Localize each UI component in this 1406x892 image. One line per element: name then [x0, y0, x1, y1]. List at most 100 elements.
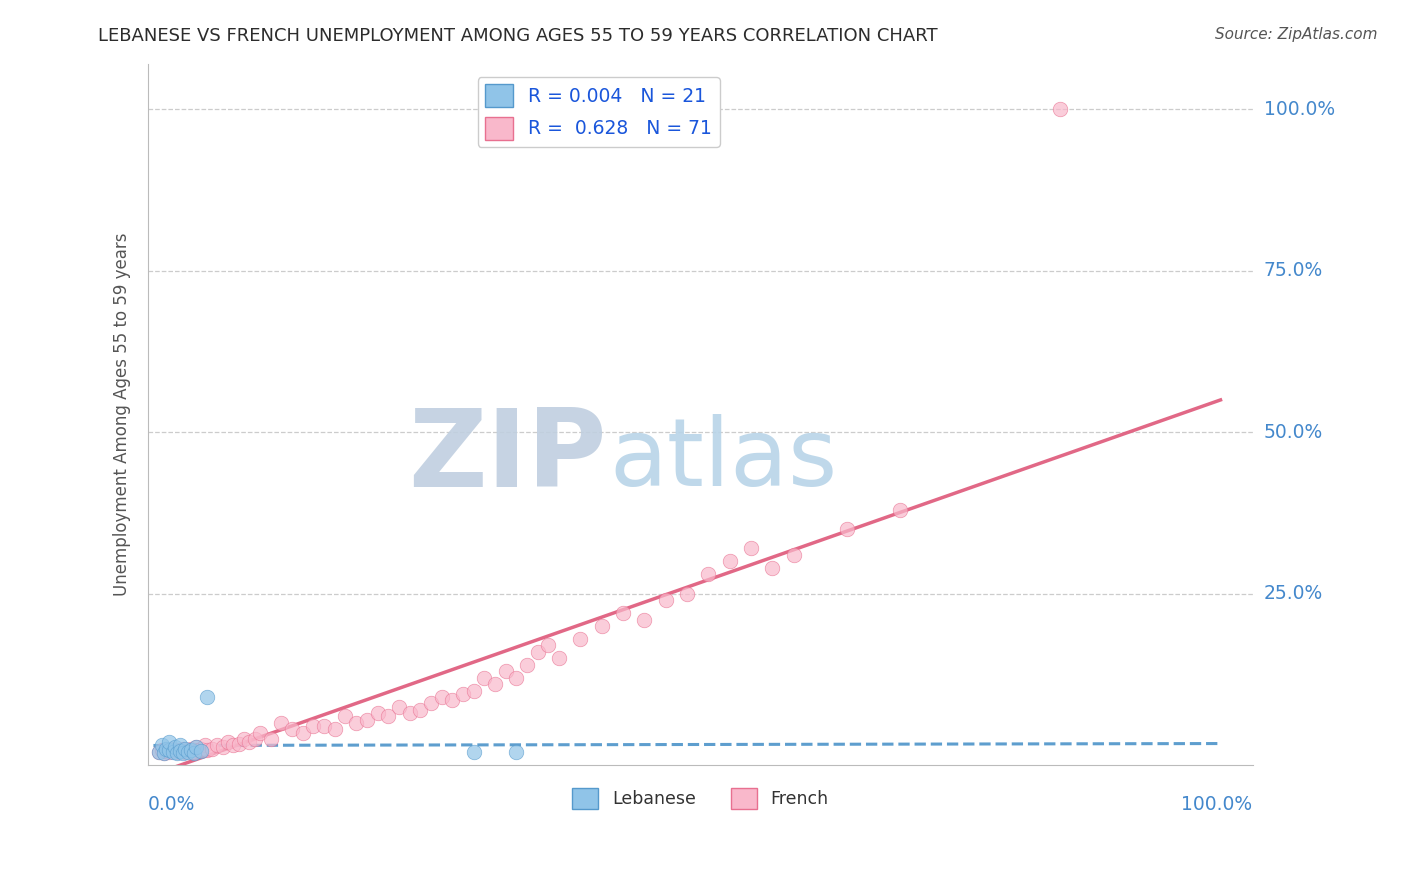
- Point: [633, 613, 655, 627]
- Point: [163, 743, 186, 757]
- Point: [569, 632, 592, 646]
- Point: [228, 737, 250, 751]
- Point: [148, 745, 170, 759]
- Point: [740, 541, 762, 556]
- Point: [180, 741, 202, 756]
- Point: [591, 619, 613, 633]
- Text: 0.0%: 0.0%: [148, 796, 195, 814]
- Point: [718, 554, 741, 568]
- Point: [463, 683, 485, 698]
- Point: [169, 743, 191, 757]
- Point: [548, 651, 571, 665]
- Point: [537, 639, 560, 653]
- Point: [463, 745, 485, 759]
- Text: 25.0%: 25.0%: [1264, 584, 1323, 603]
- Point: [335, 709, 357, 723]
- Text: 50.0%: 50.0%: [1264, 423, 1323, 442]
- Point: [243, 732, 266, 747]
- Point: [166, 746, 188, 760]
- Point: [451, 687, 474, 701]
- Point: [176, 743, 198, 757]
- Text: LEBANESE VS FRENCH UNEMPLOYMENT AMONG AGES 55 TO 59 YEARS CORRELATION CHART: LEBANESE VS FRENCH UNEMPLOYMENT AMONG AG…: [98, 27, 938, 45]
- Point: [314, 719, 336, 733]
- Text: 100.0%: 100.0%: [1181, 796, 1253, 814]
- Point: [356, 713, 378, 727]
- Point: [222, 739, 245, 753]
- Y-axis label: Unemployment Among Ages 55 to 59 years: Unemployment Among Ages 55 to 59 years: [114, 233, 131, 596]
- Point: [1049, 103, 1071, 117]
- Point: [260, 732, 283, 747]
- Point: [472, 671, 495, 685]
- Point: [166, 745, 188, 759]
- Point: [526, 645, 548, 659]
- Point: [697, 567, 720, 582]
- Point: [184, 740, 207, 755]
- Point: [187, 743, 209, 757]
- Point: [201, 741, 224, 756]
- Text: 100.0%: 100.0%: [1264, 100, 1334, 119]
- Point: [172, 741, 194, 756]
- Point: [207, 739, 229, 753]
- Point: [195, 690, 218, 704]
- Point: [159, 743, 181, 757]
- Point: [162, 741, 184, 756]
- Point: [249, 725, 271, 739]
- Point: [238, 735, 260, 749]
- Point: [195, 743, 218, 757]
- Text: atlas: atlas: [610, 414, 838, 506]
- Point: [484, 677, 506, 691]
- Point: [612, 606, 634, 620]
- Point: [150, 743, 173, 757]
- Point: [409, 703, 432, 717]
- Point: [291, 725, 314, 739]
- Point: [162, 745, 184, 759]
- Point: [516, 657, 538, 672]
- Text: Source: ZipAtlas.com: Source: ZipAtlas.com: [1215, 27, 1378, 42]
- Point: [155, 744, 177, 758]
- Point: [388, 699, 411, 714]
- Point: [183, 746, 205, 760]
- Point: [217, 735, 239, 749]
- Point: [190, 741, 212, 756]
- Point: [183, 745, 205, 759]
- Point: [281, 723, 304, 737]
- Point: [761, 561, 783, 575]
- Point: [430, 690, 453, 704]
- Point: [190, 744, 212, 758]
- Point: [377, 709, 399, 723]
- Point: [344, 715, 367, 730]
- Point: [163, 740, 186, 755]
- Text: ZIP: ZIP: [408, 403, 606, 509]
- Point: [150, 739, 173, 753]
- Point: [495, 664, 517, 678]
- Point: [398, 706, 420, 721]
- Point: [654, 593, 676, 607]
- Point: [366, 706, 388, 721]
- Point: [302, 719, 325, 733]
- Point: [176, 745, 198, 759]
- Text: 75.0%: 75.0%: [1264, 261, 1323, 280]
- Point: [155, 741, 177, 756]
- Point: [184, 740, 207, 755]
- Point: [505, 671, 527, 685]
- Point: [194, 739, 217, 753]
- Point: [174, 745, 197, 759]
- Point: [211, 740, 233, 755]
- Point: [419, 697, 441, 711]
- Point: [782, 548, 804, 562]
- Point: [169, 739, 191, 753]
- Point: [505, 745, 527, 759]
- Point: [159, 745, 181, 759]
- Point: [153, 746, 176, 760]
- Point: [676, 587, 699, 601]
- Point: [169, 744, 191, 758]
- Point: [233, 732, 256, 747]
- Point: [441, 693, 464, 707]
- Point: [180, 743, 202, 757]
- Legend: Lebanese, French: Lebanese, French: [565, 780, 835, 816]
- Point: [270, 715, 292, 730]
- Point: [153, 746, 176, 760]
- Point: [159, 735, 181, 749]
- Point: [174, 741, 197, 756]
- Point: [172, 746, 194, 760]
